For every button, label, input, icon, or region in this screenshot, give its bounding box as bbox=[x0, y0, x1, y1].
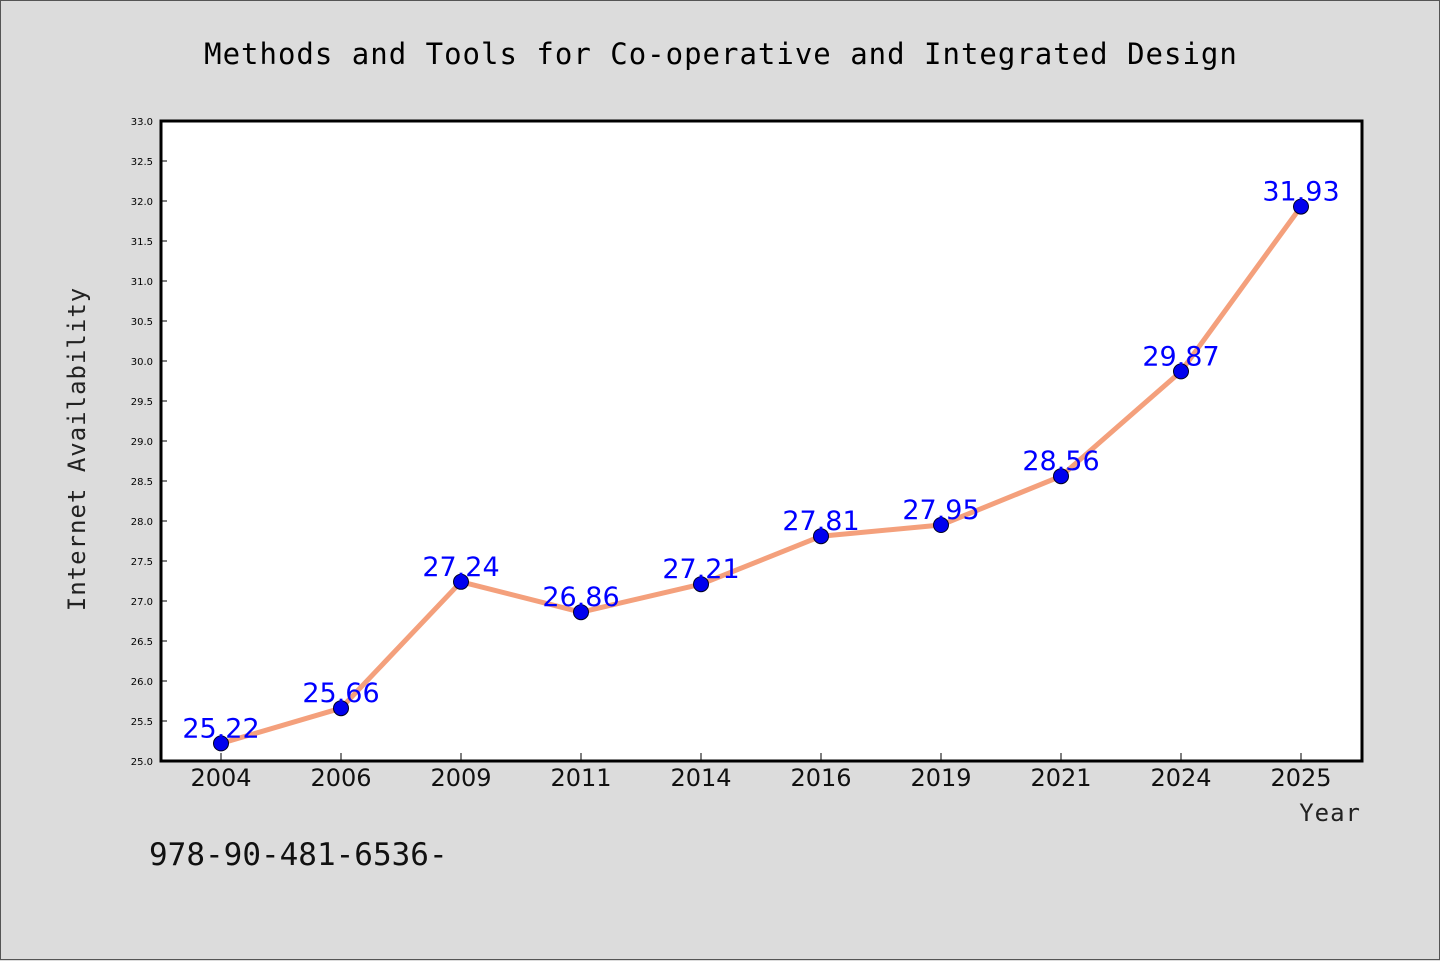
y-tick-label: 31.5 bbox=[131, 237, 153, 248]
y-tick-label: 32.5 bbox=[131, 157, 153, 168]
data-label: 27.21 bbox=[662, 554, 739, 585]
data-point-marker bbox=[813, 528, 829, 545]
plot-area bbox=[159, 119, 1364, 763]
series-line-group bbox=[218, 204, 1304, 746]
y-tick-label: 26.0 bbox=[131, 677, 153, 688]
y-tick-label: 31.0 bbox=[131, 277, 153, 288]
x-tick-label: 2011 bbox=[550, 764, 611, 792]
data-point-marker bbox=[1293, 198, 1309, 215]
x-axis-label: Year bbox=[1299, 799, 1361, 827]
chart-title: Methods and Tools for Co-operative and I… bbox=[204, 37, 1238, 71]
data-labels: 25.22 25.66 27.24 26.86 27.21 27.81 27.95 28.56… bbox=[182, 177, 1339, 745]
y-tick-label: 29.0 bbox=[131, 437, 153, 448]
data-point-marker bbox=[213, 735, 229, 752]
x-tick-label: 2014 bbox=[670, 764, 731, 792]
x-tick-label: 2004 bbox=[190, 764, 251, 792]
data-point-marker bbox=[453, 573, 469, 590]
data-point-marker bbox=[693, 576, 709, 593]
data-label: 26.86 bbox=[542, 582, 619, 613]
y-tick-label: 27.0 bbox=[131, 597, 153, 608]
data-point-marker bbox=[1053, 468, 1069, 485]
x-tick-label: 2021 bbox=[1030, 764, 1091, 792]
isbn-footer-text: 978-90-481-6536- bbox=[149, 837, 448, 873]
x-tick-label: 2025 bbox=[1270, 764, 1331, 792]
data-label: 27.95 bbox=[902, 495, 979, 526]
data-label: 29.87 bbox=[1142, 341, 1219, 372]
data-point-marker bbox=[1173, 363, 1189, 380]
y-tick-label: 28.5 bbox=[131, 477, 153, 488]
data-label: 25.22 bbox=[182, 713, 259, 744]
data-label: 27.81 bbox=[782, 506, 859, 537]
y-tick-label: 33.0 bbox=[131, 117, 153, 128]
data-label: 27.24 bbox=[422, 552, 499, 583]
data-label: 28.56 bbox=[1022, 446, 1099, 477]
x-tick-label: 2009 bbox=[430, 764, 491, 792]
series-markers bbox=[213, 198, 1309, 752]
y-tick-label: 29.5 bbox=[131, 397, 153, 408]
y-tick-label: 28.0 bbox=[131, 517, 153, 528]
y-tick-label: 25.5 bbox=[131, 717, 153, 728]
x-axis-ticks: 2004 2006 2009 2011 2014 2016 2019 2021 2024 2025 bbox=[190, 753, 1332, 792]
data-point-marker bbox=[933, 517, 949, 533]
y-tick-label: 26.5 bbox=[131, 637, 153, 648]
y-tick-label: 30.5 bbox=[131, 317, 153, 328]
x-tick-label: 2024 bbox=[1150, 764, 1211, 792]
data-label: 25.66 bbox=[302, 678, 379, 709]
y-tick-label: 25.0 bbox=[131, 757, 153, 768]
y-axis-label: Internet Availability bbox=[63, 287, 91, 611]
series-line bbox=[218, 204, 1304, 746]
x-tick-label: 2019 bbox=[910, 764, 971, 792]
y-tick-label: 32.0 bbox=[131, 197, 153, 208]
data-point-marker bbox=[573, 604, 589, 621]
y-tick-label: 27.5 bbox=[131, 557, 153, 568]
data-label: 31.93 bbox=[1262, 177, 1339, 208]
y-axis-ticks: 25.0 25.5 26.0 26.5 27.0 27.5 28.0 28.5 29.0 29.5… bbox=[131, 117, 167, 768]
x-tick-label: 2016 bbox=[790, 764, 851, 792]
data-point-marker bbox=[333, 700, 349, 717]
y-tick-label: 30.0 bbox=[131, 357, 153, 368]
x-tick-label: 2006 bbox=[310, 764, 371, 792]
